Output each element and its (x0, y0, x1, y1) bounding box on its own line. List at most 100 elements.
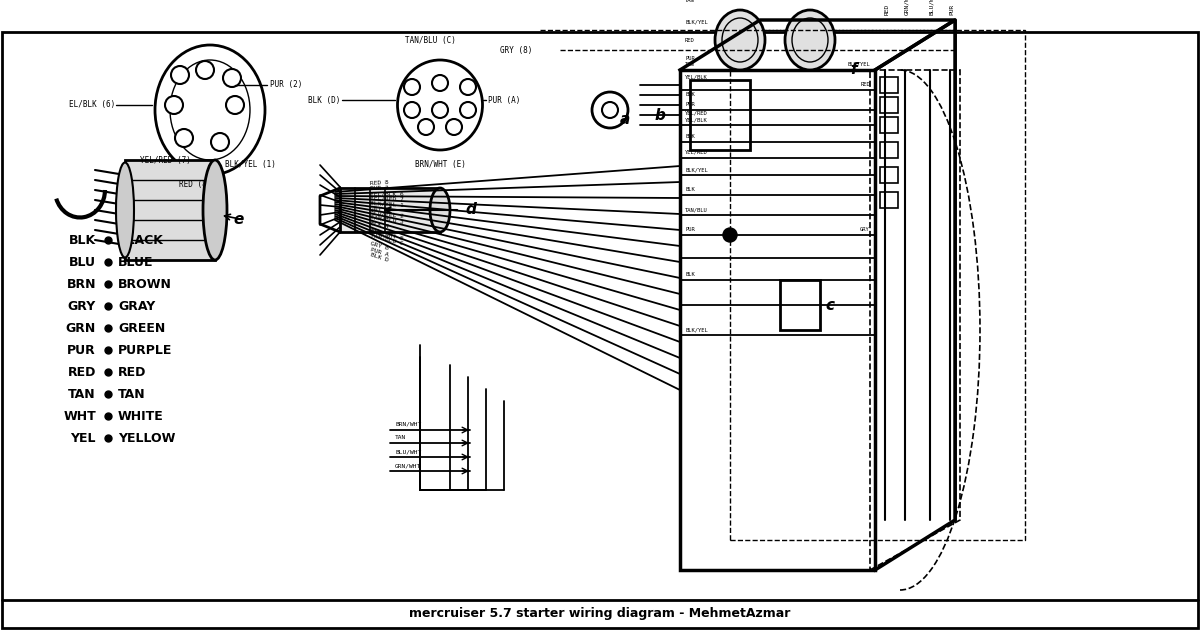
Text: e: e (233, 212, 244, 227)
Text: GRAY: GRAY (118, 299, 155, 312)
Text: BLU/WHT: BLU/WHT (930, 0, 935, 15)
Text: YEL/BLK 6: YEL/BLK 6 (370, 192, 403, 197)
Text: PUR: PUR (685, 227, 695, 232)
Text: BLACK: BLACK (118, 234, 164, 246)
Text: PURPLE: PURPLE (118, 343, 173, 357)
Text: GRY (8): GRY (8) (500, 45, 533, 55)
Text: b: b (654, 108, 665, 122)
Circle shape (432, 102, 448, 118)
Text: YEL/BLK: YEL/BLK (685, 74, 708, 79)
Bar (780, 280, 820, 330)
Text: BLK: BLK (685, 272, 695, 277)
Ellipse shape (430, 188, 450, 232)
Text: f: f (850, 62, 857, 77)
Text: PUR (A): PUR (A) (488, 96, 521, 105)
Bar (340, 188, 440, 232)
Ellipse shape (116, 163, 134, 258)
Circle shape (432, 75, 448, 91)
Text: BRN/WHT (E): BRN/WHT (E) (414, 161, 466, 169)
Text: RED: RED (67, 365, 96, 379)
Bar (880, 192, 898, 208)
Text: BLK: BLK (685, 93, 695, 98)
Text: RED: RED (685, 38, 695, 42)
Text: TAN/BLU (C): TAN/BLU (C) (404, 35, 456, 45)
Text: RED 8: RED 8 (370, 180, 389, 185)
Circle shape (418, 119, 434, 135)
Text: BLK 4: BLK 4 (370, 221, 389, 229)
Text: BLK/YEL: BLK/YEL (685, 20, 708, 25)
Text: PUR: PUR (685, 102, 695, 107)
Text: BLU: BLU (70, 256, 96, 268)
Bar (880, 77, 898, 93)
Text: TAN: TAN (685, 0, 695, 3)
Text: BLK/YEL: BLK/YEL (847, 62, 870, 67)
Circle shape (223, 69, 241, 87)
Bar (680, 70, 875, 570)
Circle shape (211, 133, 229, 151)
Circle shape (404, 102, 420, 118)
Text: PUR: PUR (949, 4, 954, 15)
Text: WHT: WHT (64, 410, 96, 423)
Polygon shape (125, 160, 215, 260)
Text: TAN/BLU: TAN/BLU (685, 207, 708, 212)
Text: BLK: BLK (685, 134, 695, 139)
Text: RED: RED (860, 82, 870, 87)
Text: BLUE: BLUE (118, 256, 154, 268)
Bar (880, 97, 898, 113)
Text: BLK/YEL: BLK/YEL (685, 327, 708, 332)
Text: BLK/YEL (1): BLK/YEL (1) (226, 161, 276, 169)
Text: TAN/BLU 3: TAN/BLU 3 (370, 214, 404, 224)
Text: d: d (466, 202, 476, 217)
Text: BLU/WHT: BLU/WHT (395, 449, 421, 454)
Text: GRY 5: GRY 5 (370, 207, 389, 213)
Text: TAN: TAN (370, 228, 382, 235)
Text: c: c (826, 297, 834, 312)
Circle shape (226, 96, 244, 114)
Text: TAN: TAN (395, 435, 407, 440)
Bar (880, 142, 898, 158)
Circle shape (460, 79, 476, 95)
Bar (880, 167, 898, 183)
Circle shape (175, 129, 193, 147)
Text: PUR A: PUR A (370, 247, 389, 257)
Circle shape (166, 96, 182, 114)
Circle shape (722, 228, 737, 242)
Text: GRN: GRN (66, 321, 96, 335)
Text: PUR: PUR (685, 55, 695, 60)
Text: YELLOW: YELLOW (118, 432, 175, 445)
Text: BLK: BLK (68, 234, 96, 246)
Text: YEL/RED: YEL/RED (685, 150, 708, 155)
Text: BLK D: BLK D (370, 252, 389, 263)
Text: mercruiser 5.7 starter wiring diagram - MehmetAzmar: mercruiser 5.7 starter wiring diagram - … (409, 607, 791, 621)
Text: TAN: TAN (118, 387, 145, 401)
Text: a: a (620, 113, 630, 127)
Text: WHITE: WHITE (118, 410, 163, 423)
Text: +: + (724, 233, 733, 243)
Text: YEL/RED 7: YEL/RED 7 (370, 196, 404, 202)
Text: GRN/WHT: GRN/WHT (905, 0, 910, 15)
Text: RED: RED (884, 4, 889, 15)
Ellipse shape (397, 60, 482, 150)
Bar (880, 117, 898, 133)
Text: BLK/YEL: BLK/YEL (685, 167, 708, 172)
Ellipse shape (785, 10, 835, 70)
Text: EL/BLK (6): EL/BLK (6) (68, 101, 115, 110)
Text: BRN/WHT: BRN/WHT (395, 422, 421, 427)
Text: RED: RED (118, 365, 146, 379)
Text: YEL/RED (7): YEL/RED (7) (140, 156, 191, 164)
Circle shape (172, 66, 190, 84)
Text: GRY B: GRY B (370, 242, 390, 251)
Ellipse shape (203, 160, 227, 260)
Text: BRN/WHT E: BRN/WHT E (370, 228, 404, 241)
Text: BLK: BLK (685, 187, 695, 192)
Text: BROWN: BROWN (118, 277, 172, 290)
Text: GRY: GRY (860, 227, 870, 232)
Ellipse shape (155, 45, 265, 175)
Text: BLK/YEL 1: BLK/YEL 1 (370, 200, 404, 207)
Text: TAN: TAN (685, 62, 695, 67)
Bar (730, 30, 1025, 540)
Text: GREEN: GREEN (118, 321, 166, 335)
Circle shape (460, 102, 476, 118)
Circle shape (592, 92, 628, 128)
Text: BLU/YEL 2: BLU/YEL 2 (370, 210, 404, 219)
